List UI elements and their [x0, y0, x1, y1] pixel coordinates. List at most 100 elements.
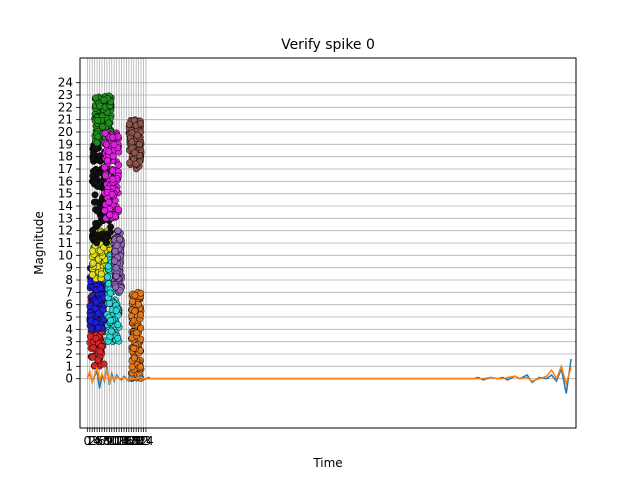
y-tick-label-0: 0: [65, 372, 73, 386]
cluster-6-point-109: [101, 164, 109, 172]
tick-layer: 0123456789101112131415161718192021222324…: [58, 76, 154, 448]
cluster-6-point-113: [105, 148, 113, 156]
y-tick-label-1: 1: [65, 359, 73, 373]
cluster-6-point-129: [110, 141, 118, 149]
cluster-0-point-108: [100, 360, 108, 368]
y-tick-label-3: 3: [65, 335, 73, 349]
x-axis-label: Time: [312, 456, 342, 470]
x-tick-label-6: 6: [98, 434, 106, 448]
cluster-2-point-119: [89, 247, 97, 255]
y-tick-label-2: 2: [65, 347, 73, 361]
x-tick-label-19: 19: [126, 434, 141, 448]
x-tick-label-1: 1: [86, 434, 94, 448]
cluster-3-point-116: [93, 207, 101, 215]
x-tick-label-2: 2: [88, 434, 96, 448]
cluster-9-point-122: [131, 149, 139, 157]
cluster-8-point-110: [137, 311, 145, 319]
cluster-9-point-127: [128, 138, 136, 146]
cluster-8-point-114: [130, 345, 138, 352]
cluster-8-point-117: [133, 329, 141, 337]
cluster-6-point-122: [101, 207, 109, 215]
cluster-8-point-127: [129, 298, 136, 305]
cluster-4-point-124: [96, 102, 104, 110]
cluster-8-point-124: [130, 354, 138, 362]
cluster-3-point-124: [91, 179, 98, 186]
y-tick-label-22: 22: [58, 100, 73, 114]
cluster-2-point-129: [89, 271, 96, 279]
cluster-5-point-126: [107, 317, 115, 324]
x-tick-label-21: 21: [131, 434, 146, 448]
cluster-4-point-125: [93, 139, 101, 147]
cluster-5-point-54: [114, 321, 122, 329]
cluster-6-point-104: [109, 167, 117, 175]
cluster-6-point-66: [115, 206, 122, 214]
cluster-7-point-129: [114, 227, 122, 235]
cluster-3-point-117: [90, 198, 98, 206]
cluster-9-point-121: [132, 160, 140, 168]
cluster-6-point-95: [106, 211, 114, 219]
cluster-9-point-128: [126, 159, 134, 167]
cluster-3-point-106: [97, 231, 105, 238]
x-tick-label-13: 13: [111, 434, 126, 448]
y-tick-label-17: 17: [58, 162, 73, 176]
cluster-7-point-127: [111, 257, 119, 265]
y-tick-label-5: 5: [65, 310, 73, 324]
y-tick-label-15: 15: [58, 187, 73, 201]
y-tick-label-23: 23: [58, 88, 73, 102]
cluster-1-point-103: [97, 284, 105, 292]
chart-title: Verify spike 0: [281, 37, 375, 53]
cluster-8-point-128: [128, 363, 136, 371]
y-tick-label-12: 12: [58, 224, 73, 238]
y-tick-label-10: 10: [58, 248, 73, 262]
cluster-3-point-80: [107, 228, 115, 236]
x-tick-label-12: 12: [109, 434, 124, 448]
series-line-1: [86, 363, 572, 387]
x-tick-label-15: 15: [116, 434, 131, 448]
cluster-8-point-126: [137, 363, 145, 371]
cluster-8-point-111: [131, 291, 139, 299]
cluster-8-point-122: [131, 307, 139, 315]
y-tick-label-13: 13: [58, 211, 73, 225]
y-tick-label-20: 20: [58, 125, 73, 139]
cluster-3-point-119: [93, 239, 101, 247]
cluster-0-point-123: [89, 353, 97, 361]
x-tick-label-17: 17: [121, 434, 136, 448]
y-tick-label-7: 7: [65, 285, 73, 299]
cluster-6-point-93: [101, 129, 109, 137]
cluster-4-point-128: [105, 119, 113, 127]
y-tick-label-11: 11: [58, 236, 73, 250]
cluster-5-point-129: [114, 334, 122, 342]
x-tick-label-18: 18: [124, 434, 139, 448]
cluster-0-point-109: [92, 334, 100, 342]
x-tick-label-14: 14: [114, 434, 129, 448]
x-tick-label-8: 8: [103, 434, 111, 448]
cluster-5-point-109: [105, 299, 113, 307]
cluster-5-point-125: [104, 262, 112, 270]
cluster-5-point-127: [112, 307, 120, 315]
cluster-6-point-72: [115, 161, 123, 169]
x-tick-label-7: 7: [101, 434, 109, 448]
x-tick-label-11: 11: [107, 434, 122, 448]
x-tick-label-16: 16: [119, 434, 134, 448]
x-tick-label-5: 5: [96, 434, 104, 448]
cluster-5-point-128: [103, 273, 111, 281]
cluster-7-point-114: [116, 287, 124, 295]
cluster-7-point-126: [113, 242, 121, 250]
x-tick-label-20: 20: [129, 434, 144, 448]
cluster-1-point-120: [95, 324, 103, 332]
x-tick-label-9: 9: [105, 434, 113, 448]
y-tick-label-18: 18: [58, 150, 73, 164]
cluster-2-point-128: [97, 270, 105, 278]
cluster-5-point-122: [107, 327, 115, 335]
line-layer: [86, 358, 572, 394]
x-tick-label-3: 3: [91, 434, 99, 448]
cluster-1-point-122: [87, 317, 95, 325]
cluster-6-point-105: [105, 198, 113, 206]
y-tick-label-6: 6: [65, 298, 73, 312]
cluster-9-point-129: [133, 131, 141, 139]
cluster-9-point-112: [125, 120, 133, 128]
cluster-2-point-122: [89, 259, 97, 267]
cluster-0-point-117: [94, 356, 102, 364]
cluster-6-point-128: [103, 157, 111, 165]
